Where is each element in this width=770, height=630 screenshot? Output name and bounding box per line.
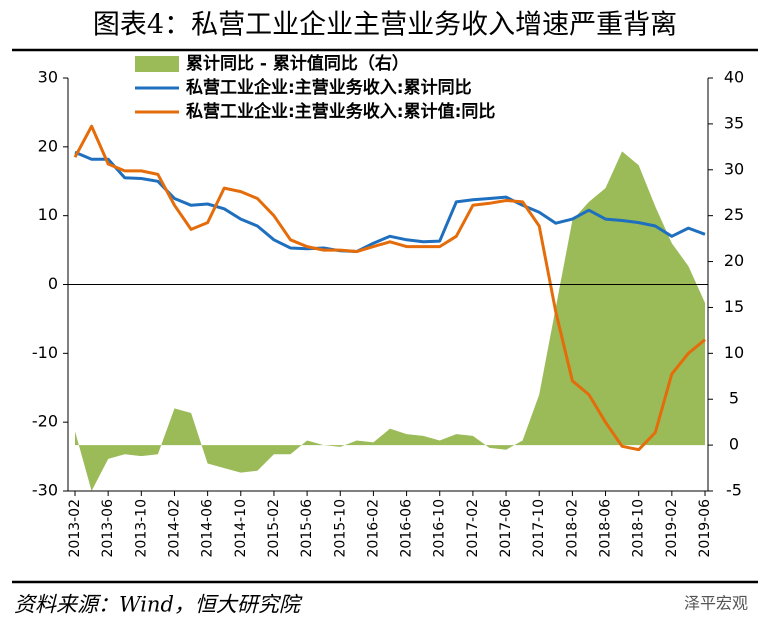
line bbox=[73, 124, 706, 452]
y2-tick-label: 40 bbox=[724, 68, 744, 87]
y-tick-label: -10 bbox=[32, 343, 58, 362]
y-tick-label: 0 bbox=[48, 274, 58, 293]
legend-label: 累计同比 - 累计值同比（右） bbox=[186, 53, 409, 74]
y-tick-label: -20 bbox=[32, 412, 58, 431]
x-tick-label: 2013-06 bbox=[100, 499, 116, 558]
x-tick-label: 2015-10 bbox=[332, 499, 348, 558]
source: 资料来源：Wind，恒大研究院 bbox=[14, 593, 303, 617]
x-tick-label: 2015-06 bbox=[299, 499, 315, 558]
x-tick-label: 2019-02 bbox=[664, 499, 680, 558]
y2-tick-label: 10 bbox=[724, 343, 744, 362]
chart-title: 图表4：私营工业企业主营业务收入增速严重背离 bbox=[93, 10, 677, 41]
legend-label: 私营工业企业:主营业务收入:累计同比 bbox=[186, 77, 472, 98]
x-tick-label: 2019-06 bbox=[697, 499, 713, 558]
area bbox=[75, 151, 705, 491]
x-tick-label: 2013-10 bbox=[133, 499, 149, 558]
x-tick-label: 2017-10 bbox=[531, 499, 547, 558]
x-tick-label: 2013-02 bbox=[67, 499, 83, 558]
y2-tick-label: 20 bbox=[724, 251, 744, 270]
x-tick-label: 2016-02 bbox=[365, 499, 381, 558]
x-tick-label: 2018-06 bbox=[598, 499, 614, 558]
x-tick-label: 2014-02 bbox=[166, 499, 182, 558]
y2-tick-label: 15 bbox=[724, 297, 744, 316]
watermark: 泽平宏观 bbox=[684, 594, 748, 613]
y2-tick-label: 30 bbox=[724, 159, 744, 178]
y2-tick-label: 25 bbox=[724, 205, 744, 224]
x-tick-label: 2014-10 bbox=[233, 499, 249, 558]
y2-tick-label: 5 bbox=[729, 389, 739, 408]
x-tick-label: 2016-06 bbox=[399, 499, 415, 558]
x-tick-label: 2014-06 bbox=[200, 499, 216, 558]
y-tick-label: 30 bbox=[38, 68, 58, 87]
y-tick-label: 20 bbox=[38, 136, 58, 155]
legend-swatch bbox=[135, 56, 179, 72]
y-tick-label: -30 bbox=[32, 481, 58, 500]
y2-tick-label: 0 bbox=[729, 435, 739, 454]
x-tick-label: 2018-10 bbox=[631, 499, 647, 558]
legend-label: 私营工业企业:主营业务收入:累计值:同比 bbox=[186, 101, 495, 122]
x-tick-label: 2017-06 bbox=[498, 499, 514, 558]
x-tick-label: 2017-02 bbox=[465, 499, 481, 558]
x-tick-label: 2015-02 bbox=[266, 499, 282, 558]
x-tick-label: 2018-02 bbox=[564, 499, 580, 558]
y2-tick-label: 35 bbox=[724, 113, 744, 132]
y2-tick-label: -5 bbox=[726, 481, 742, 500]
line bbox=[74, 150, 706, 253]
x-tick-label: 2016-10 bbox=[432, 499, 448, 558]
y-tick-label: 10 bbox=[38, 205, 58, 224]
